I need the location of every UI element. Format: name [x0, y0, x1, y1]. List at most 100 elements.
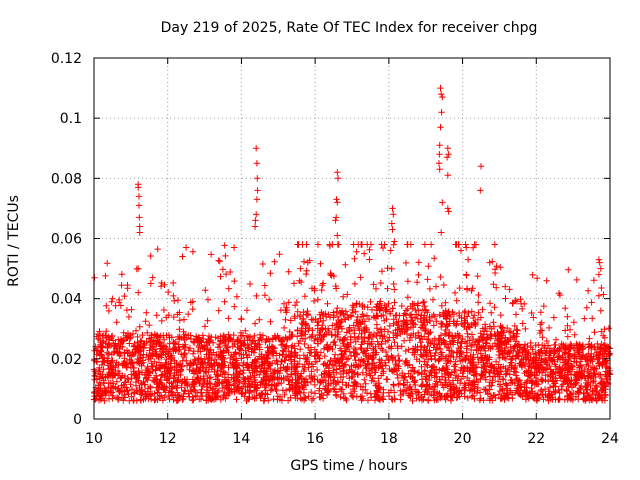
data-point — [192, 368, 199, 376]
data-point — [508, 356, 515, 363]
data-point — [519, 320, 526, 327]
data-point — [503, 370, 510, 377]
data-point — [345, 341, 352, 349]
data-point — [302, 395, 309, 402]
data-point — [162, 359, 169, 367]
data-point — [274, 361, 281, 368]
data-point — [434, 381, 441, 389]
data-point — [350, 241, 357, 248]
data-point — [452, 358, 459, 365]
data-point — [390, 320, 397, 327]
data-point — [361, 250, 368, 257]
data-point — [162, 389, 169, 396]
data-point — [456, 284, 463, 292]
data-point — [200, 376, 207, 383]
data-point — [323, 343, 330, 351]
data-point — [262, 391, 269, 398]
data-point — [400, 323, 407, 330]
data-point — [127, 334, 134, 341]
data-point — [552, 348, 559, 355]
data-point — [357, 320, 365, 328]
data-point — [132, 345, 140, 353]
data-point — [590, 277, 598, 284]
data-point — [267, 318, 274, 325]
data-point — [394, 332, 401, 339]
data-point — [426, 317, 434, 325]
data-point — [564, 358, 571, 366]
data-point — [340, 390, 347, 398]
data-point — [343, 329, 350, 336]
data-point — [439, 199, 446, 206]
data-point — [570, 389, 577, 397]
data-point — [375, 383, 382, 390]
data-point — [461, 384, 468, 391]
data-point — [317, 260, 324, 267]
data-point — [402, 347, 409, 355]
data-point — [570, 319, 578, 326]
data-point — [140, 351, 147, 358]
data-point — [379, 346, 386, 354]
data-point — [343, 356, 350, 363]
data-point — [486, 323, 494, 330]
data-point — [501, 354, 508, 361]
data-point — [422, 361, 430, 368]
data-point — [499, 350, 507, 358]
data-point — [273, 357, 280, 364]
data-point — [161, 343, 169, 350]
y-axis-label: ROTI / TECUs — [6, 195, 22, 287]
data-point — [588, 350, 595, 357]
data-point — [372, 343, 379, 350]
data-point — [596, 259, 603, 266]
data-point — [293, 298, 300, 306]
data-point — [429, 337, 436, 345]
data-point — [151, 397, 158, 404]
data-point — [575, 388, 582, 395]
data-point — [394, 374, 402, 382]
data-point — [354, 370, 361, 378]
data-point — [388, 220, 395, 227]
data-point — [464, 256, 472, 263]
data-point — [474, 341, 481, 348]
data-point — [595, 395, 602, 402]
data-point — [488, 361, 495, 369]
data-point — [158, 371, 166, 378]
data-point — [358, 345, 365, 353]
data-point — [525, 367, 532, 374]
data-point — [457, 343, 464, 351]
data-point — [242, 327, 249, 334]
data-point — [445, 208, 452, 215]
data-point — [555, 386, 562, 394]
data-point — [321, 373, 328, 381]
data-point — [421, 241, 429, 248]
data-point — [497, 311, 504, 319]
data-point — [413, 279, 421, 286]
data-point — [107, 342, 115, 349]
data-point — [352, 338, 359, 345]
data-point — [373, 349, 380, 356]
data-point — [296, 313, 304, 320]
data-point — [185, 310, 192, 318]
data-point — [331, 351, 339, 358]
data-point — [93, 358, 101, 366]
data-point — [492, 358, 500, 365]
data-point — [486, 379, 494, 386]
data-point — [165, 288, 172, 296]
data-point — [393, 319, 400, 326]
data-point — [199, 343, 206, 351]
data-point — [512, 297, 519, 304]
data-point — [177, 361, 184, 368]
data-point — [233, 293, 241, 300]
data-point — [383, 352, 390, 360]
data-point — [265, 336, 272, 343]
data-point — [131, 370, 139, 378]
data-point — [441, 340, 448, 347]
y-tick-label: 0 — [73, 412, 82, 428]
data-point — [445, 371, 452, 379]
data-point — [567, 371, 575, 378]
data-point — [600, 291, 607, 298]
data-point — [166, 365, 174, 372]
data-point — [190, 359, 198, 366]
data-point — [444, 172, 451, 179]
data-point — [372, 382, 379, 389]
data-point — [147, 396, 155, 403]
